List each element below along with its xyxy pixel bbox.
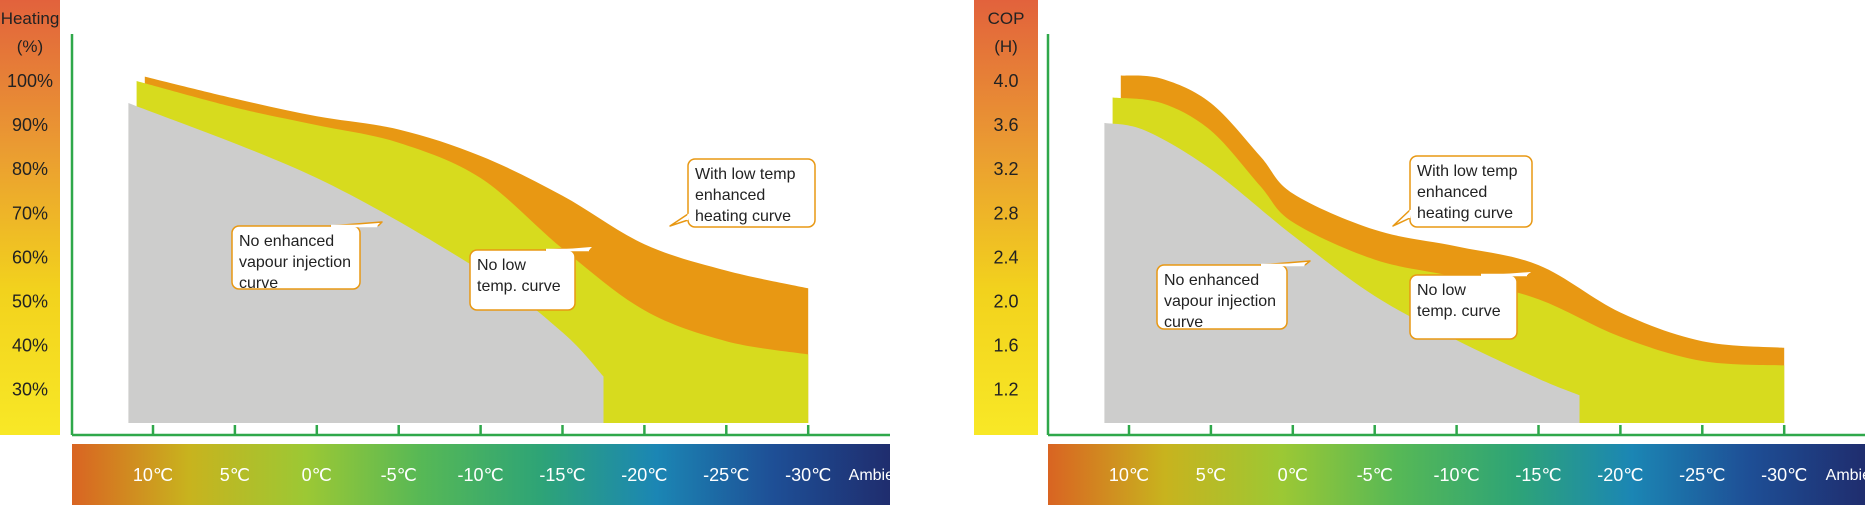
callout-box [1156, 264, 1288, 330]
callout-text: temp. curve [477, 278, 561, 295]
callout-text: curve [239, 275, 278, 292]
temperature-scale-bar [72, 444, 890, 505]
callout-text: curve [1164, 314, 1203, 331]
y-tick-label: 80% [12, 159, 48, 179]
callout-text: enhanced [1417, 184, 1487, 201]
x-tick-label: 10℃ [133, 465, 173, 485]
y-axis-label-bar [0, 0, 60, 435]
y-tick-label: 40% [12, 336, 48, 356]
callout-pointer [1392, 209, 1411, 227]
x-axis-label: Ambient [1826, 467, 1867, 484]
x-tick-label: 0℃ [302, 465, 332, 485]
y-tick-label: 1.2 [993, 380, 1018, 400]
y-tick-label: 3.2 [993, 159, 1018, 179]
callout-text: heating curve [1417, 205, 1513, 222]
x-tick-label: -10℃ [1433, 465, 1479, 485]
y-axis-label: COP [988, 9, 1025, 28]
y-tick-label: 90% [12, 115, 48, 135]
chart-panel-2: COP (H) 4.0 3.6 3.2 2.8 2.4 2.0 1.6 1.2 10℃ 5℃ 0℃ -5℃… [974, 0, 1867, 505]
y-axis-label: Heating [1, 9, 60, 28]
chart-panel-1: Heating (%) 100% 90% 80% 70% 60% 50% 40% 30% 10℃ 5℃… [0, 0, 908, 505]
callout: No enhanced vapour injection curve [1156, 260, 1311, 331]
callout-text: No low [477, 257, 526, 274]
callout-box [1409, 155, 1533, 228]
callout-text: temp. curve [1417, 303, 1501, 320]
callout-text: enhanced [695, 187, 765, 204]
callout-text: vapour injection [1164, 293, 1276, 310]
y-tick-label: 2.0 [993, 292, 1018, 312]
y-axis-unit: (H) [994, 37, 1018, 56]
x-tick-label: -20℃ [1597, 465, 1643, 485]
y-tick-label: 2.8 [993, 203, 1018, 223]
x-tick-label: -5℃ [381, 465, 417, 485]
y-tick-label: 70% [12, 203, 48, 223]
callout-box [469, 249, 576, 311]
y-axis-label-bar [974, 0, 1038, 435]
callout-text: No enhanced [239, 233, 334, 250]
x-tick-label: 10℃ [1109, 465, 1149, 485]
callout: No enhanced vapour injection curve [231, 221, 383, 292]
area-no-enhanced-vapour [128, 103, 604, 423]
y-tick-label: 4.0 [993, 71, 1018, 91]
callout-box [1409, 274, 1518, 340]
y-tick-label: 3.6 [993, 115, 1018, 135]
area-no-enhanced-vapour [1104, 122, 1580, 424]
callout-box [687, 158, 816, 228]
y-tick-label: 60% [12, 247, 48, 267]
y-axis-unit: (%) [17, 37, 43, 56]
x-tick-label: 5℃ [220, 465, 250, 485]
callout-pointer-gap [685, 213, 691, 221]
x-tick-label: -5℃ [1357, 465, 1393, 485]
y-tick-label: 50% [12, 292, 48, 312]
x-tick-label: -25℃ [1679, 465, 1725, 485]
callout: With low temp enhanced heating curve [1392, 155, 1533, 228]
x-tick-label: 5℃ [1196, 465, 1226, 485]
callout-box [231, 225, 361, 290]
callout-text: With low temp [1417, 163, 1518, 180]
callout-text: vapour injection [239, 254, 351, 271]
x-tick-label: -20℃ [621, 465, 667, 485]
callout: No low temp. curve [1409, 270, 1535, 340]
x-axis-label: Ambient [849, 467, 908, 484]
temperature-scale-bar [1048, 444, 1865, 505]
x-tick-label: 0℃ [1278, 465, 1308, 485]
x-tick-label: -30℃ [785, 465, 831, 485]
callout-text: heating curve [695, 208, 791, 225]
y-tick-label: 1.6 [993, 336, 1018, 356]
x-tick-label: -10℃ [457, 465, 503, 485]
callout-pointer [669, 213, 689, 227]
callout-pointer-gap [1407, 209, 1413, 219]
x-tick-label: -15℃ [1515, 465, 1561, 485]
callout: With low temp enhanced heating curve [669, 158, 816, 228]
x-tick-label: -25℃ [703, 465, 749, 485]
callout-text: With low temp [695, 166, 796, 183]
y-tick-label: 30% [12, 380, 48, 400]
y-tick-label: 100% [7, 71, 53, 91]
x-tick-label: -15℃ [539, 465, 585, 485]
callout: No low temp. curve [469, 245, 595, 311]
callout-text: No low [1417, 282, 1466, 299]
callout-text: No enhanced [1164, 272, 1259, 289]
x-tick-label: -30℃ [1761, 465, 1807, 485]
y-tick-label: 2.4 [993, 247, 1018, 267]
